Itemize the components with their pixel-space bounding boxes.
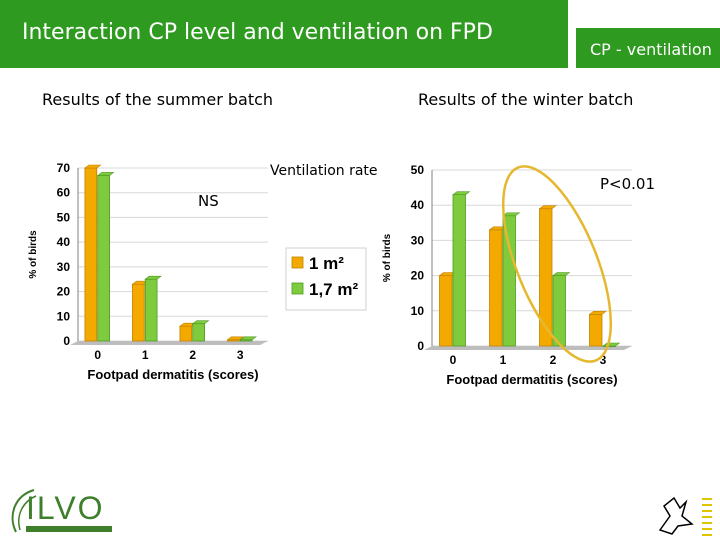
winter-batch-heading: Results of the winter batch [418, 90, 634, 109]
bar-top [144, 275, 162, 280]
x-tick-label: 2 [189, 348, 196, 362]
ventilation-rate-label: Ventilation rate [270, 163, 378, 179]
y-tick-label: 0 [63, 334, 70, 348]
chart-floor [70, 341, 268, 345]
bar-top [191, 320, 210, 325]
x-tick-label: 0 [450, 353, 457, 367]
legend-swatch [291, 256, 304, 269]
legend-label: 1,7 m² [309, 280, 358, 299]
y-tick-label: 30 [57, 260, 71, 274]
ilvo-logo-text: ILVO [26, 490, 105, 526]
bar-top [552, 272, 571, 276]
y-tick-label: 20 [411, 269, 425, 283]
x-tick-label: 3 [237, 348, 244, 362]
bar-top [84, 164, 102, 169]
y-axis-label: % of birds [28, 230, 39, 279]
x-axis-label: Footpad dermatitis (scores) [446, 372, 617, 387]
summer-batch-heading: Results of the summer batch [42, 90, 274, 109]
p-value-annotation: P<0.01 [600, 175, 656, 193]
y-tick-label: 70 [57, 161, 71, 175]
bar-top [96, 172, 115, 176]
title-bar [0, 0, 568, 68]
x-tick-label: 1 [500, 353, 507, 367]
y-tick-label: 50 [411, 163, 425, 177]
x-tick-label: 3 [600, 353, 607, 367]
y-tick-label: 40 [57, 235, 71, 249]
bar-top [502, 212, 521, 217]
ns-annotation: NS [198, 192, 219, 210]
bar-top [538, 205, 557, 210]
bar-top [588, 311, 607, 315]
topic-tag-box [576, 28, 720, 68]
bar-top [452, 191, 471, 195]
y-tick-label: 30 [411, 233, 425, 247]
y-tick-label: 60 [57, 186, 71, 200]
winter-bar-chart: 0 10 20 30 40 50 0 1 2 3 Footpad dermatitis (score… [382, 163, 632, 387]
topic-tag: CP - ventilation [590, 40, 712, 59]
y-axis-label: % of birds [382, 233, 393, 282]
x-tick-label: 2 [550, 353, 557, 367]
x-axis-label: Footpad dermatitis (scores) [87, 367, 258, 382]
y-tick-label: 50 [57, 210, 71, 224]
slide-title: Interaction CP level and ventilation on … [22, 20, 493, 45]
summer-bar-chart: 0 10 20 30 40 50 60 70 0 1 2 3 Footpad dermatitis (s… [28, 161, 268, 382]
y-tick-label: 20 [57, 285, 71, 299]
legend-label: 1 m² [309, 254, 344, 273]
bar-top [226, 336, 245, 341]
x-tick-label: 0 [94, 348, 101, 362]
x-tick-label: 1 [142, 348, 149, 362]
ilvo-logo-strip [26, 526, 112, 532]
legend-swatch [291, 282, 304, 295]
ilvo-leaf-icon [11, 489, 37, 533]
chart-legend: 1 m² 1,7 m² [285, 247, 367, 311]
chart-floor [424, 346, 632, 350]
y-tick-label: 0 [417, 339, 424, 353]
ilvo-logo [8, 486, 38, 538]
y-tick-label: 10 [411, 304, 425, 318]
y-tick-label: 10 [57, 309, 71, 323]
y-tick-label: 40 [411, 198, 425, 212]
bar-top [239, 336, 257, 341]
significance-ellipse [501, 165, 613, 363]
